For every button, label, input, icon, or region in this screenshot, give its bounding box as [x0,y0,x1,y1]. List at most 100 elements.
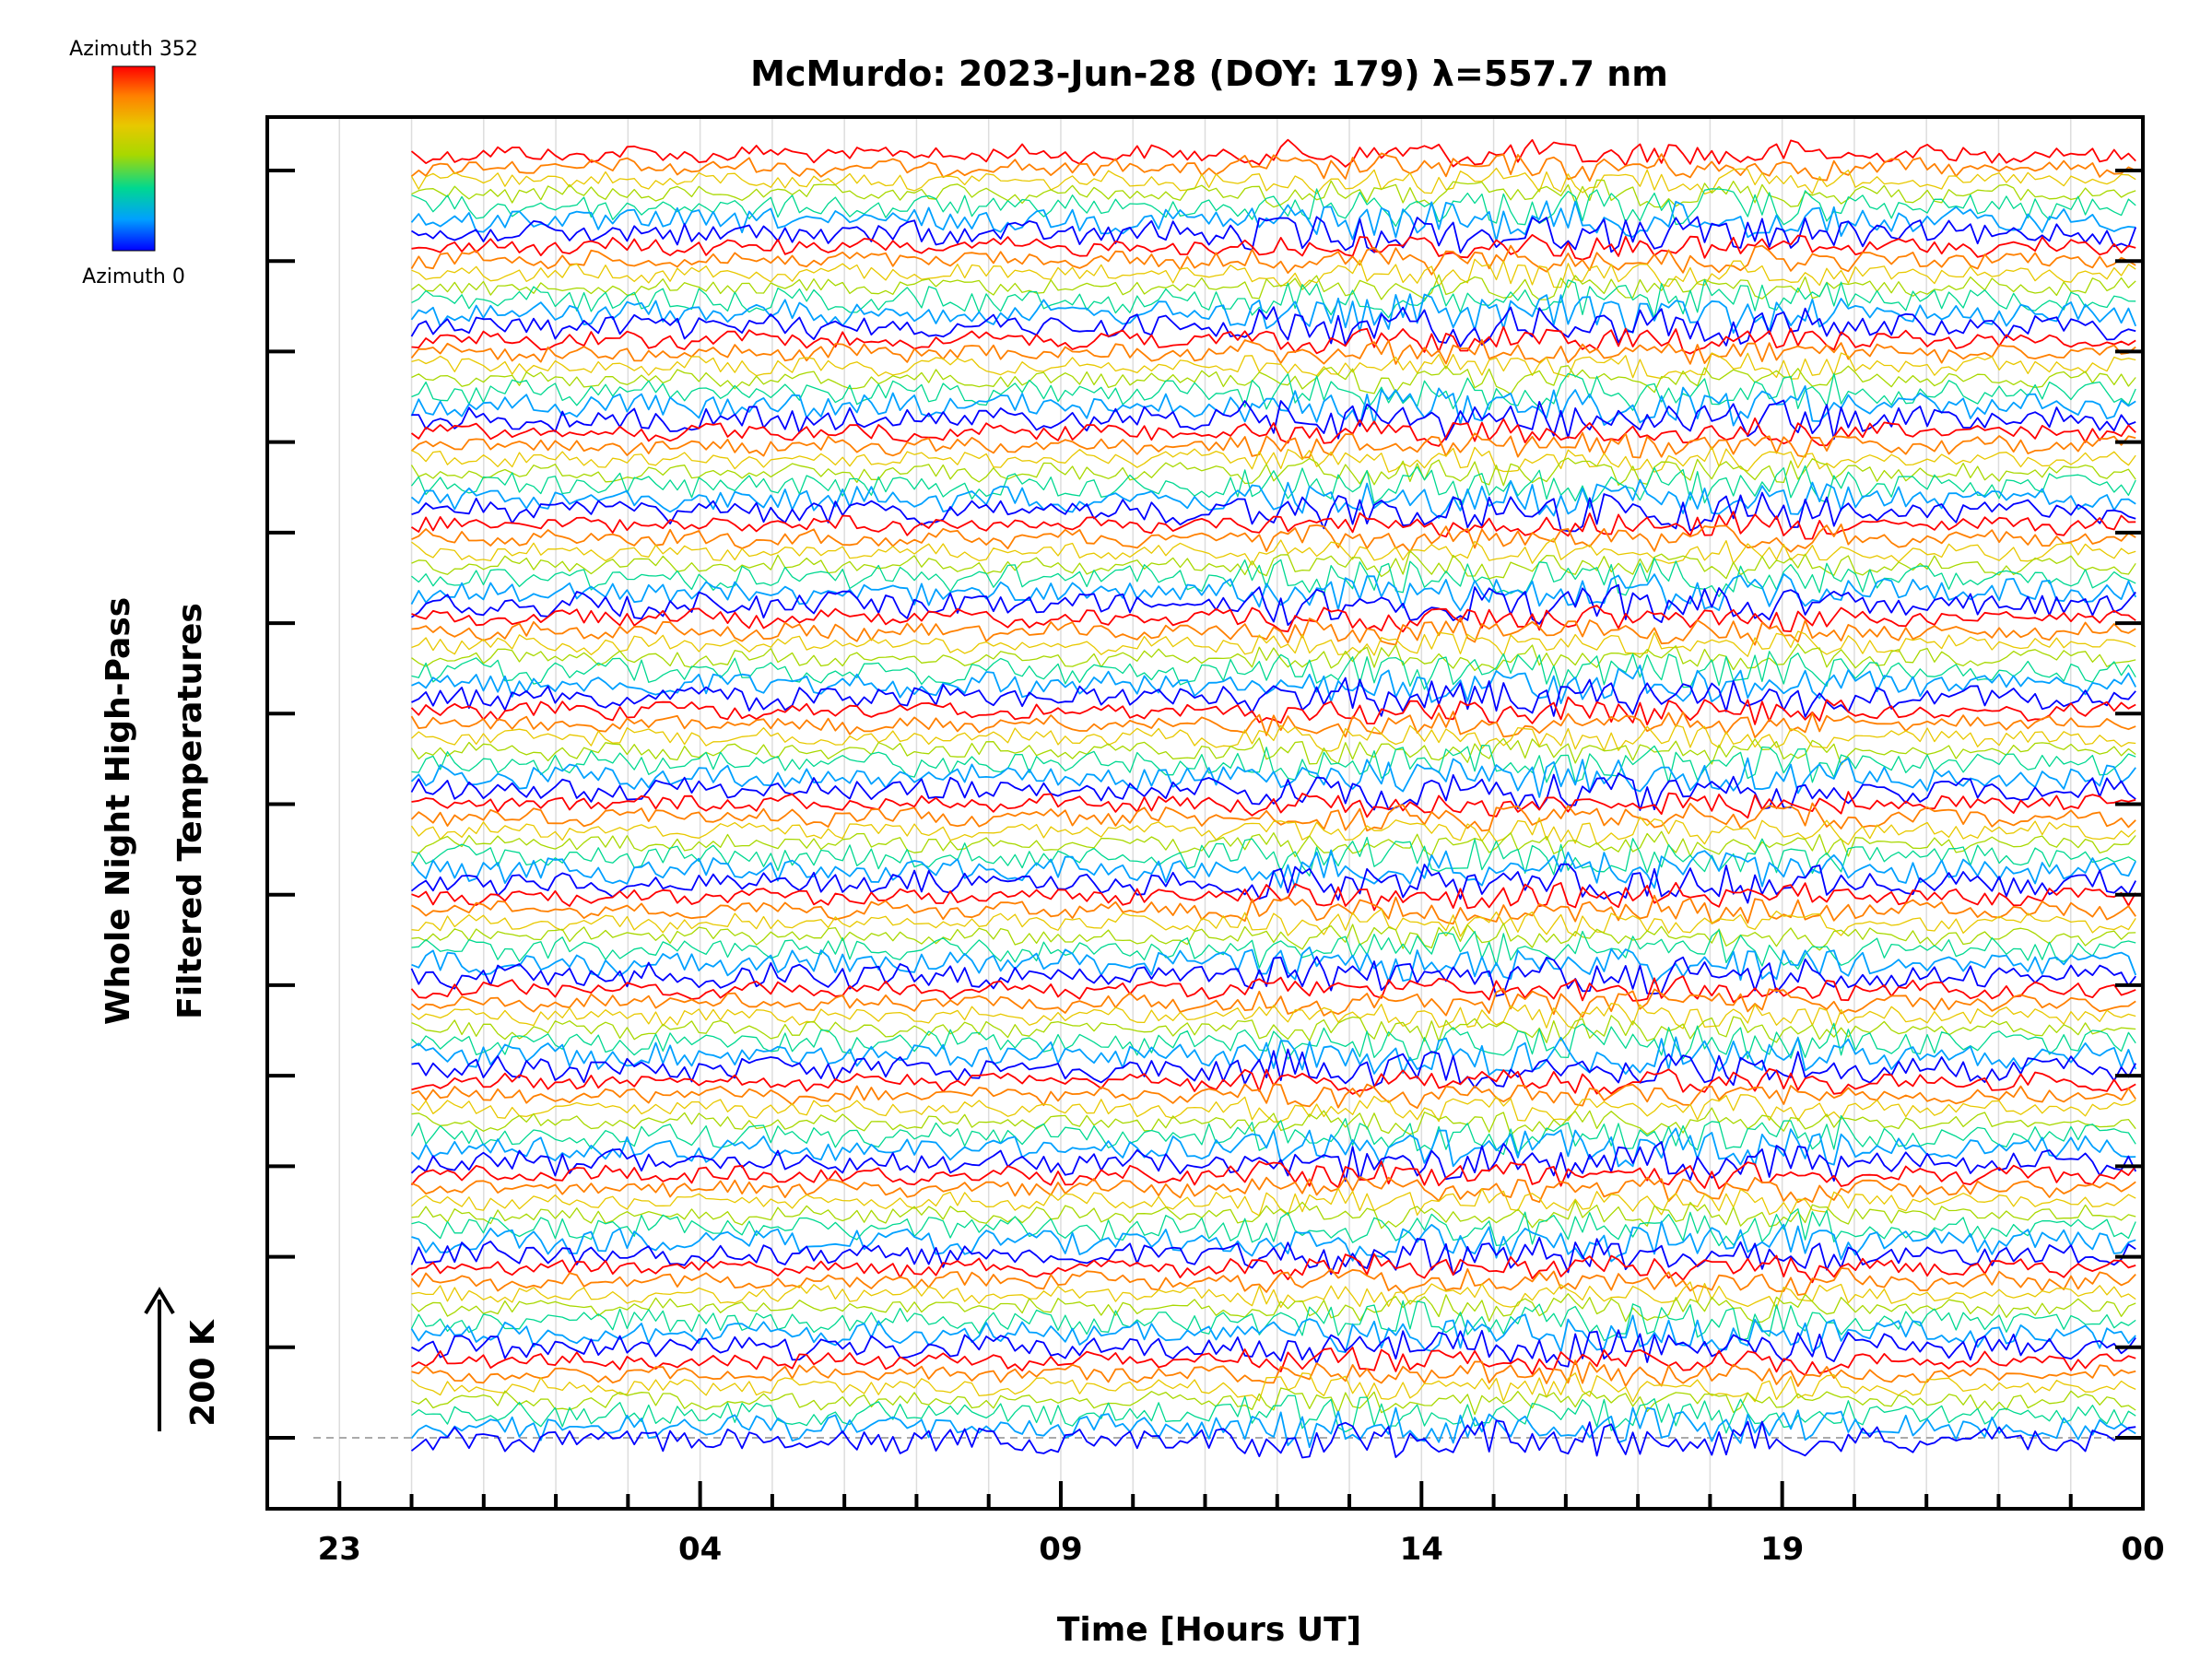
x-tick-label: 09 [1039,1531,1082,1568]
trace-line [411,929,2136,971]
trace-line [411,188,2136,228]
trace-line [410,338,2136,365]
trace-line [410,138,2136,168]
trace-line [410,293,2137,335]
x-tick-labels: 23 04 09 14 19 00 [318,1531,2165,1568]
trace-line [410,1300,2136,1342]
trace-line [410,1237,2136,1276]
trace-line [410,384,2136,427]
trace-line [410,737,2136,766]
colorbar-gradient [112,65,156,252]
trace-line [411,491,2136,533]
x-tick-label: 23 [318,1531,361,1568]
trace-line [410,478,2136,519]
trace-line [410,1406,2136,1449]
trace-line [411,1200,2136,1230]
trace-line [411,583,2136,627]
trace-line [411,1048,2136,1088]
trace-line [410,956,2136,997]
trace-line [411,1036,2137,1077]
trace-line [410,1267,2136,1296]
trace-line [410,836,2136,877]
trace-line [411,651,2136,690]
trace-line [411,908,2136,937]
trace-line [411,524,2136,553]
trace-line [411,1394,2136,1434]
y-axis-label-line1: Whole Night High-Pass [100,597,137,1025]
trace-line [411,550,2136,580]
trace-line [411,446,2136,473]
colorbar-top-label: Azimuth 352 [69,38,198,61]
x-tick-label: 04 [678,1531,722,1568]
x-tick-label: 19 [1760,1531,1804,1568]
trace-line [411,1329,2136,1368]
trace-line [411,1347,2136,1376]
trace-line [411,372,2136,411]
trace-line [411,643,2136,672]
trace-line [410,711,2136,738]
trace-line [411,216,2137,254]
chart-title: McMurdo: 2023-Jun-28 (DOY: 179) λ=557.7 … [750,53,1668,94]
trace-line [411,352,2136,380]
trace-line [411,1067,2136,1095]
trace-line [411,557,2136,597]
trace-line [411,1083,2136,1110]
trace-line [411,665,2136,704]
trace-line [411,278,2136,319]
trace-line [411,1015,2136,1043]
trace-line [410,696,2136,726]
trace-line [411,1387,2136,1416]
trace-line [411,179,2136,208]
trace-line [410,167,2136,195]
trace-lines [410,138,2137,1459]
trace-line [410,152,2136,182]
trace-line [410,465,2136,506]
trace-line [411,1293,2136,1324]
trace-line [411,1094,2136,1123]
trace-line [410,431,2136,459]
trace-line [410,1127,2136,1168]
trace-line [410,1313,2136,1353]
trace-line [411,744,2136,783]
trace-line [411,791,2136,819]
trace-line [411,537,2136,566]
y-axis-label-line2: Filtered Temperatures [171,603,209,1019]
trace-line [411,617,2136,646]
trace-line [411,605,2136,633]
trace-line [411,1207,2136,1247]
trace-line [411,1002,2136,1030]
trace-line [411,258,2136,288]
trace-line [411,830,2136,858]
trace-line [410,863,2136,904]
trace-line [411,630,2136,657]
trace-line [411,511,2136,540]
trace-line [410,975,2136,1004]
trace-line [411,1107,2136,1136]
trace-line [410,306,2136,347]
trace-line [411,894,2136,925]
colorbar: Azimuth 352 Azimuth 0 [69,38,198,288]
trace-line [411,1187,2136,1217]
x-tick-label: 00 [2121,1531,2164,1568]
x-tick-label: 14 [1400,1531,1443,1568]
x-axis-label: Time [Hours UT] [1057,1611,1361,1649]
scale-bar-arrow [144,1287,175,1431]
trace-line [411,881,2136,912]
trace-line [411,1359,2136,1387]
trace-line [411,1372,2136,1403]
trace-line [410,1253,2136,1284]
axis-ticks [267,169,2145,1509]
trace-line [410,244,2136,276]
trace-line [410,757,2136,798]
trace-line [411,1022,2136,1062]
colorbar-bottom-label: Azimuth 0 [82,265,185,288]
trace-line [410,849,2137,889]
trace-line [411,1281,2136,1310]
trace-line [410,1141,2137,1182]
trace-line [410,802,2136,832]
scale-bar-label: 200 K [184,1319,222,1427]
trace-line [411,365,2136,395]
trace-line [410,1419,2136,1459]
trace-line [411,677,2136,718]
